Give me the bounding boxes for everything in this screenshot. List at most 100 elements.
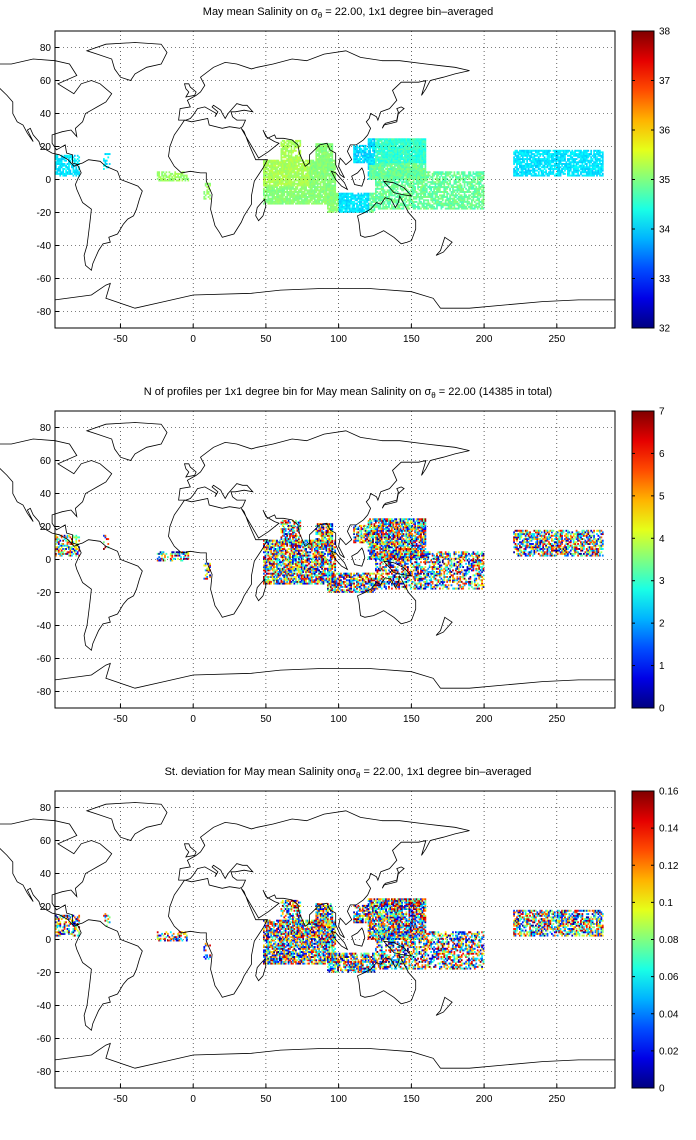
data-cell <box>370 197 373 200</box>
data-cell <box>353 159 355 162</box>
data-cell <box>430 194 433 197</box>
data-cell <box>271 176 274 179</box>
data-cell <box>329 204 332 207</box>
data-cell <box>434 172 437 175</box>
data-cell <box>162 179 165 182</box>
data-cell <box>325 148 328 151</box>
data-cell <box>354 158 357 161</box>
data-cell <box>335 199 338 202</box>
data-cell <box>519 159 521 162</box>
data-cell <box>476 199 479 202</box>
data-cell <box>325 196 328 198</box>
data-cell <box>405 205 408 208</box>
data-cell <box>289 163 291 165</box>
data-cell <box>71 164 73 167</box>
data-cell <box>281 194 284 197</box>
data-cell <box>513 159 515 162</box>
data-cell <box>440 184 443 187</box>
data-cell <box>446 196 449 198</box>
data-cell <box>324 168 326 170</box>
data-cell <box>412 143 415 146</box>
data-cell <box>398 200 401 203</box>
data-cell <box>335 205 338 208</box>
data-cell <box>344 196 347 198</box>
data-cell <box>379 158 382 161</box>
data-cell <box>107 156 110 159</box>
data-cell <box>367 166 370 169</box>
data-cell <box>379 144 382 147</box>
data-cell <box>482 184 485 187</box>
data-cell <box>287 161 290 164</box>
data-cell <box>428 177 431 180</box>
data-cell <box>443 191 446 193</box>
data-cell <box>567 169 569 172</box>
data-cell <box>526 174 529 177</box>
data-cell <box>389 159 392 162</box>
data-cell <box>559 171 562 174</box>
data-cell <box>532 161 534 164</box>
data-cell <box>412 204 415 207</box>
data-cell <box>274 189 277 192</box>
data-cell <box>274 159 277 162</box>
data-cell <box>440 182 443 185</box>
data-cell <box>363 148 366 151</box>
data-cell <box>322 161 325 164</box>
data-cell <box>549 161 552 164</box>
data-cell <box>404 141 406 144</box>
data-cell <box>300 169 303 172</box>
data-cell <box>351 207 354 210</box>
data-cell <box>468 172 470 175</box>
data-cell <box>386 207 389 210</box>
data-cell <box>401 204 403 207</box>
data-cell <box>409 141 412 144</box>
data-cell <box>415 177 418 180</box>
data-cell <box>287 186 290 189</box>
data-cell <box>389 139 392 142</box>
data-cell <box>343 205 345 208</box>
data-cell <box>324 196 326 198</box>
data-cell <box>460 184 463 187</box>
data-cell <box>280 196 283 198</box>
data-cell <box>423 139 425 142</box>
data-cell <box>313 186 316 189</box>
data-cell <box>393 184 396 187</box>
data-cell <box>279 176 281 179</box>
data-cell <box>388 159 390 162</box>
data-cell <box>428 194 431 197</box>
data-cell <box>325 194 328 197</box>
data-cell <box>562 153 565 156</box>
data-cell <box>472 171 475 174</box>
data-cell <box>441 199 444 202</box>
data-cell <box>283 191 286 193</box>
data-cell <box>411 146 414 149</box>
data-cell <box>302 184 305 187</box>
data-cell <box>318 191 321 193</box>
data-cell <box>267 181 270 184</box>
data-cell <box>322 148 325 151</box>
data-cell <box>569 154 572 157</box>
data-cell <box>290 196 293 198</box>
data-cell <box>206 191 209 193</box>
data-cell <box>174 177 177 180</box>
data-cell <box>364 153 367 156</box>
data-cell <box>388 196 390 198</box>
data-cell <box>428 174 431 177</box>
data-cell <box>386 164 389 167</box>
data-cell <box>465 200 467 203</box>
data-cell <box>341 192 344 195</box>
data-cell <box>415 169 418 172</box>
data-cell <box>452 207 454 210</box>
data-cell <box>360 209 363 212</box>
data-cell <box>359 146 361 149</box>
data-cell <box>517 172 520 175</box>
data-cell <box>277 163 280 165</box>
data-cell <box>287 187 290 190</box>
data-cell <box>455 196 457 198</box>
data-cell <box>562 171 565 174</box>
data-cell <box>389 148 392 151</box>
data-cell <box>388 176 390 179</box>
data-cell <box>280 163 283 165</box>
data-cell <box>315 149 318 152</box>
data-cell <box>447 171 450 174</box>
data-cell <box>267 174 270 177</box>
